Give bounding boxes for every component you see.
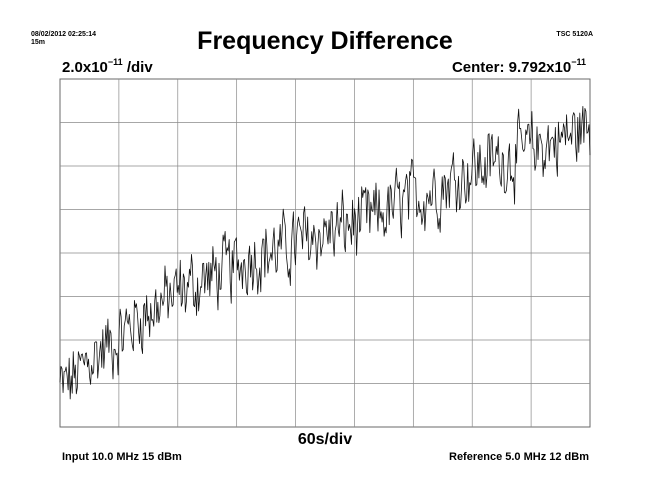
center-exponent: −11 [571, 57, 586, 67]
input-signal-label: Input 10.0 MHz 15 dBm [62, 451, 182, 463]
center-value-label: Center: 9.792x10−11 [451, 57, 586, 76]
frequency-trace [59, 105, 591, 400]
chart-title: Frequency Difference [197, 27, 453, 55]
center-prefix: Center: [451, 59, 509, 76]
instrument-model: TSC 5120A [556, 31, 593, 38]
x-axis-label: 60s/div [297, 431, 353, 448]
grid [60, 79, 590, 427]
y-scale-exponent: −11 [107, 57, 123, 67]
y-scale-mantissa: 2.0x10 [62, 59, 108, 76]
y-scale-label: 2.0x10−11 /div [62, 57, 153, 76]
reference-signal-label: Reference 5.0 MHz 12 dBm [449, 451, 589, 463]
center-mantissa: 9.792x10 [508, 59, 572, 76]
duration-label: 15m [31, 39, 46, 46]
timestamp: 08/02/2012 02:25:14 [31, 31, 96, 38]
y-scale-suffix: /div [122, 59, 153, 76]
